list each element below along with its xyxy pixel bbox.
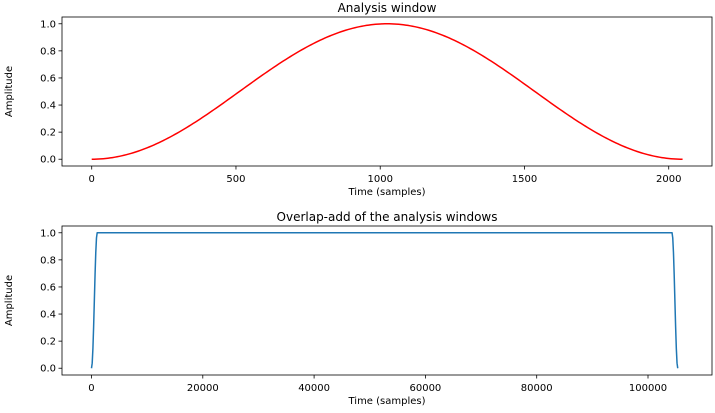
y-tick-label: 1.0 (40, 228, 56, 239)
x-tick-label: 500 (226, 174, 245, 185)
y-tick-label: 0.6 (40, 73, 56, 84)
y-axis-label: Amplitude (4, 275, 15, 326)
x-tick-label: 80000 (521, 383, 553, 394)
axes-frame (61, 16, 713, 167)
x-tick-label: 2000 (656, 174, 681, 185)
chart-analysis-window: Analysis window Time (samples) Amplitude… (4, 1, 713, 198)
ticks: 0 500 1000 1500 2000 0.0 0.2 0.4 0.6 0.8 1.0 (40, 19, 681, 185)
x-axis-label: Time (samples) (347, 396, 425, 407)
x-tick-label: 60000 (409, 383, 441, 394)
x-tick-label: 0 (88, 383, 94, 394)
y-tick-label: 0.2 (40, 128, 56, 139)
y-tick-label: 0.0 (40, 155, 56, 166)
y-tick-label: 0.2 (40, 337, 56, 348)
x-axis-label: Time (samples) (347, 187, 425, 198)
x-tick-label: 40000 (298, 383, 330, 394)
chart-overlap-add: Overlap-add of the analysis windows Time… (4, 210, 713, 407)
x-tick-label: 100000 (629, 383, 667, 394)
x-tick-label: 20000 (187, 383, 219, 394)
y-tick-label: 1.0 (40, 19, 56, 30)
series (91, 23, 683, 160)
x-tick-label: 1500 (512, 174, 537, 185)
x-tick-label: 0 (89, 174, 95, 185)
axes-frame (61, 225, 713, 376)
series-line (90, 232, 679, 369)
chart-title: Overlap-add of the analysis windows (277, 210, 498, 224)
y-tick-label: 0.4 (40, 101, 56, 112)
y-tick-label: 0.4 (40, 310, 56, 321)
y-axis-label: Amplitude (4, 66, 15, 117)
series (90, 232, 679, 369)
y-tick-label: 0.0 (40, 364, 56, 375)
series-line (91, 23, 683, 160)
x-tick-label: 1000 (367, 174, 392, 185)
y-tick-label: 0.6 (40, 282, 56, 293)
y-tick-label: 0.8 (40, 255, 56, 266)
ticks: 0 20000 40000 60000 80000 100000 0.0 0.2 0.4 0.6 0… (40, 228, 667, 394)
chart-title: Analysis window (338, 1, 437, 15)
y-tick-label: 0.8 (40, 46, 56, 57)
